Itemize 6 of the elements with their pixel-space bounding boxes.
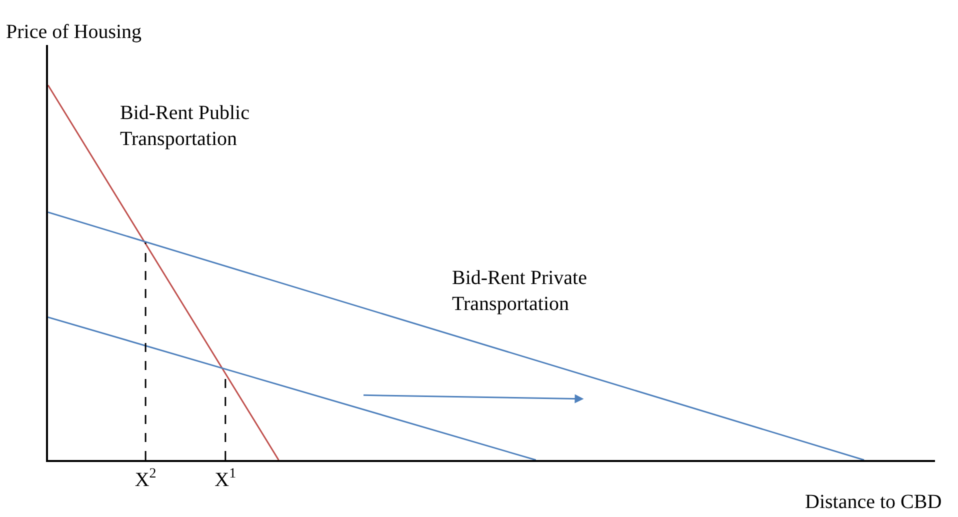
x-tick-label: X$^{2}$ [134, 466, 156, 491]
series-label: Bid-Rent Private Transportation [452, 267, 588, 315]
series-label: Bid-Rent Public Transportation [120, 102, 250, 150]
x-tick-label: X$^{1}$ [214, 466, 236, 491]
x-axis-title: Distance to CBD [805, 491, 942, 513]
y-axis-title: Price of Housing [6, 21, 142, 43]
